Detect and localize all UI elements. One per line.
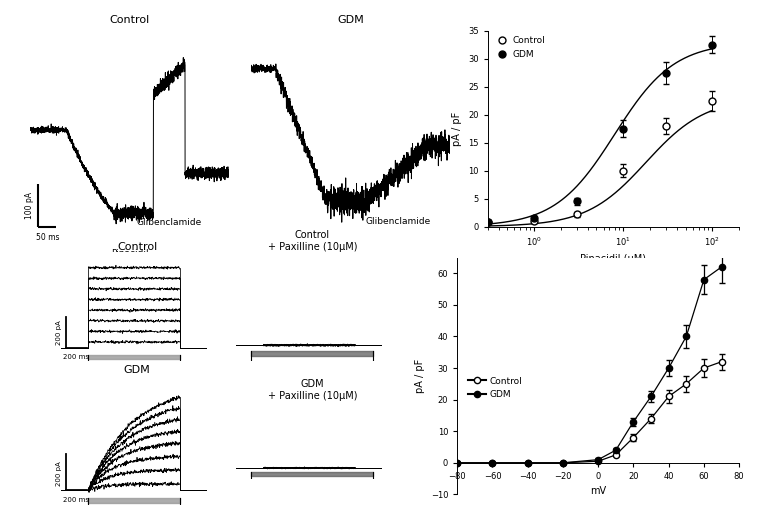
Title: GDM
+ Paxilline (10μM): GDM + Paxilline (10μM) [267,380,357,401]
Y-axis label: pA / pF: pA / pF [415,359,425,393]
Text: 50 ms: 50 ms [36,233,59,243]
Title: Control
+ Paxilline (10μM): Control + Paxilline (10μM) [267,230,357,251]
Title: Control: Control [117,242,157,251]
Legend: Control, GDM: Control, GDM [492,36,546,60]
Title: GDM: GDM [337,15,364,25]
Text: 200 ms: 200 ms [63,497,89,504]
Title: Control: Control [110,15,149,25]
Text: 100 pA: 100 pA [25,192,34,219]
Text: Pinacidil: Pinacidil [110,249,149,258]
Legend: Control, GDM: Control, GDM [467,375,523,400]
Title: GDM: GDM [123,365,151,375]
Text: Pinacidil: Pinacidil [336,253,373,262]
Text: 200 pA: 200 pA [56,320,62,345]
Y-axis label: pA / pF: pA / pF [453,112,463,146]
X-axis label: Pinacidil (μM): Pinacidil (μM) [581,253,646,264]
Text: 200 pA: 200 pA [56,461,62,486]
X-axis label: mV: mV [590,486,607,496]
Text: Glibenclamide: Glibenclamide [366,217,431,226]
Text: 200 ms: 200 ms [63,354,89,360]
Text: Glibenclamide: Glibenclamide [136,218,202,227]
